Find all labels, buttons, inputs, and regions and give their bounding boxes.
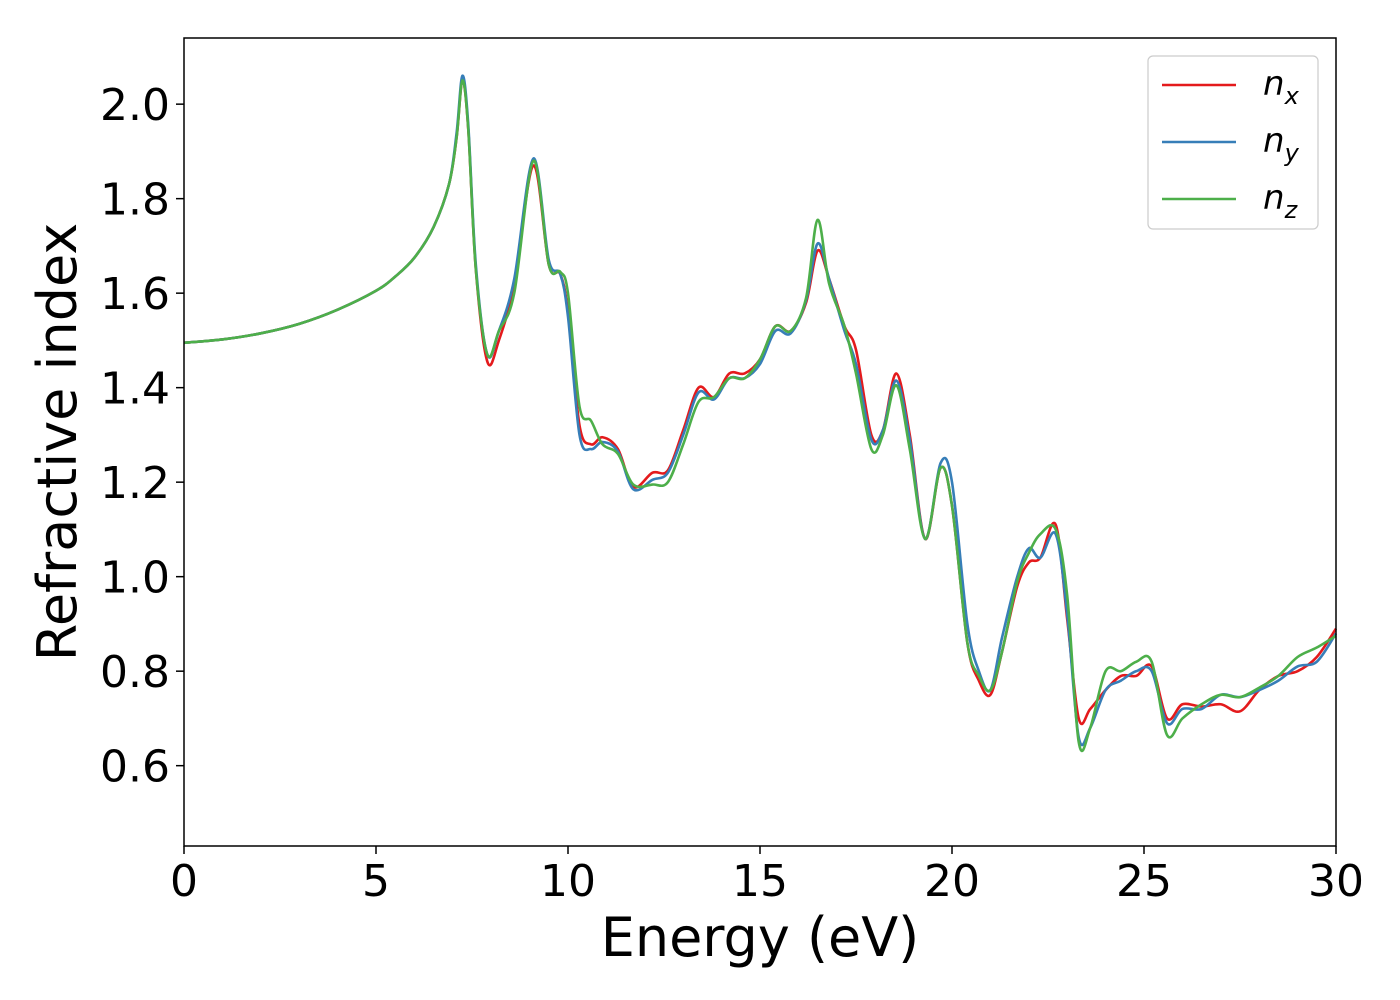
y-tick-label: 1.2 [100,458,170,509]
y-tick-label: 1.4 [100,364,170,415]
x-tick-label: 10 [540,856,596,907]
legend-label-subscript: z [1284,196,1299,224]
x-tick-label: 20 [924,856,980,907]
y-axis-title: Refractive index [26,223,89,662]
x-axis-title: Energy (eV) [601,906,920,969]
legend-label-subscript: y [1284,139,1300,167]
legend-label-ny: ny [1263,121,1300,167]
series-layer [183,74,1338,753]
legend-label-main: n [1263,64,1285,104]
legend-label-main: n [1263,121,1285,161]
legend-label-nx: nx [1263,64,1300,110]
y-tick-label: 1.8 [100,175,170,226]
x-tick-label: 0 [170,856,198,907]
legend-label-subscript: x [1284,82,1300,110]
y-tick-label: 1.6 [100,269,170,320]
series-line-nz [183,79,1337,753]
y-axis: 0.6 0.8 1.0 1.2 1.4 1.6 1.8 2.0 [100,80,184,793]
legend-label-nz: nz [1263,178,1299,224]
y-tick-label: 0.6 [100,742,170,793]
x-tick-label: 30 [1308,856,1364,907]
y-tick-label: 2.0 [100,80,170,131]
x-tick-label: 25 [1116,856,1172,907]
y-tick-label: 0.8 [100,647,170,698]
x-tick-label: 15 [732,856,788,907]
x-axis: 0 5 10 15 20 25 30 [170,846,1364,907]
legend-label-main: n [1263,178,1285,218]
y-tick-label: 1.0 [100,553,170,604]
x-tick-label: 5 [362,856,390,907]
